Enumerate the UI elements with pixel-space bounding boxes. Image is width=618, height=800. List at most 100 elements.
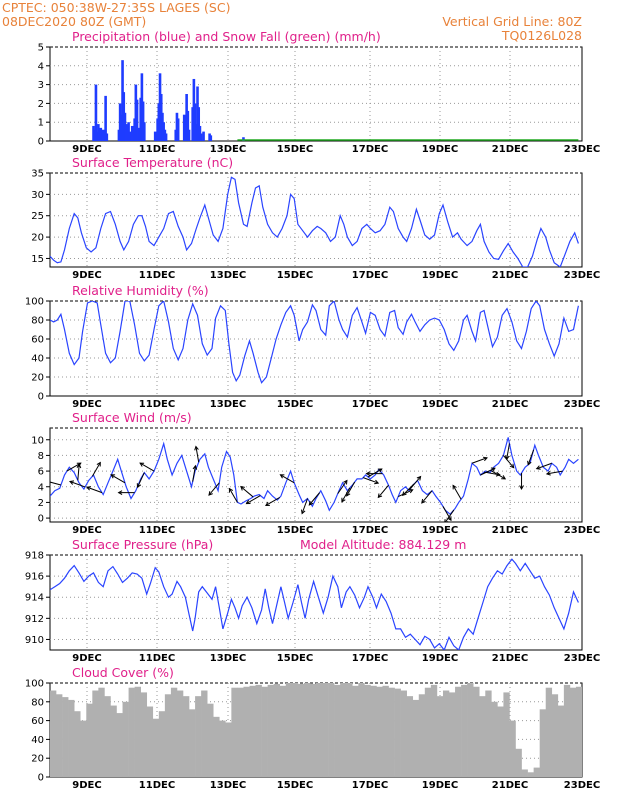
wind-arrow-shaft (536, 462, 552, 470)
cloud-bar (201, 690, 208, 777)
y-tick-label: 0 (38, 514, 44, 525)
wind-arrow-shaft (346, 481, 356, 497)
wind-arrow-head (194, 445, 199, 451)
precip-bar (97, 124, 100, 141)
cloud-bar (358, 683, 365, 777)
y-tick-label: 918 (25, 551, 44, 562)
wind-arrow-head (527, 460, 532, 466)
precip-bar (153, 131, 157, 141)
cloud-bar (449, 692, 456, 777)
cloud-bar (134, 686, 141, 777)
precip-bar (130, 125, 134, 141)
date-tick-label: 23DEC (564, 270, 600, 281)
cloud-bar (297, 683, 305, 777)
wind-arrow-head (139, 462, 145, 467)
wind-arrow-head (504, 455, 510, 461)
cloud-bar (424, 687, 432, 777)
cloud-bar (491, 701, 498, 777)
y-tick-label: 4 (38, 482, 44, 493)
cloud-bar (146, 706, 154, 777)
wind-arrow-shaft (246, 495, 261, 504)
cloud-bar (322, 683, 329, 777)
y-tick-label: 0 (38, 773, 44, 784)
y-tick-label: 3 (38, 80, 44, 91)
precip-bar (101, 129, 105, 141)
precip-bar (105, 133, 109, 141)
y-tick-label: 100 (25, 679, 44, 690)
y-tick-label: 80 (31, 316, 44, 327)
cloud-bar (461, 684, 468, 777)
date-tick-label: 15DEC (277, 270, 313, 281)
cloud-bar (104, 696, 111, 777)
date-tick-label: 17DEC (352, 270, 388, 281)
wind-arrow-shaft (471, 457, 488, 464)
y-tick-label: 30 (31, 190, 44, 201)
cloud-bar (515, 748, 522, 777)
wind-arrow-head (45, 480, 49, 484)
date-tick-label: 9DEC (72, 653, 101, 664)
cloud-bar (497, 706, 504, 777)
wind-arrow-head (452, 484, 457, 490)
date-tick-label: 13DEC (210, 399, 246, 410)
cloud-bar (418, 694, 426, 777)
y-tick-label: 914 (25, 593, 44, 604)
panel-title: Surface Temperature (nC) (72, 155, 233, 170)
y-tick-label: 25 (31, 211, 44, 222)
cloud-bar (545, 687, 553, 777)
date-tick-label: 19DEC (422, 653, 458, 664)
precip-bar (143, 122, 146, 141)
wind-arrow-head (509, 463, 515, 469)
wind-arrow-head (341, 497, 346, 503)
y-tick-label: 40 (31, 354, 44, 365)
cloud-bar (364, 684, 371, 777)
wind-arrow-shaft (362, 477, 379, 484)
wind-arrow-head (377, 468, 383, 473)
cloud-bar (569, 687, 577, 777)
y-tick-label: 0 (38, 392, 44, 403)
precip-bar (176, 118, 180, 141)
date-tick-label: 21DEC (492, 270, 528, 281)
cloud-bar (231, 687, 238, 777)
plot-layer (50, 683, 582, 777)
panel-title: Relative Humidity (%) (72, 283, 209, 298)
y-tick-label: 5 (38, 43, 44, 54)
cloud-bar (285, 683, 293, 777)
wind-arrow-head (408, 489, 414, 494)
cloud-bar (195, 696, 202, 777)
wind-arrow-head (110, 474, 116, 479)
date-tick-label: 15DEC (277, 780, 313, 791)
cloud-bar (219, 720, 226, 777)
wind-arrow-shaft (69, 481, 86, 488)
panel-title: Precipitation (blue) and Snow Fall (gree… (72, 29, 381, 44)
wind-arrow-shaft (86, 486, 103, 494)
precip-bar (199, 133, 203, 141)
date-tick-label: 19DEC (422, 525, 458, 536)
cloud-bar (394, 688, 401, 777)
panel-2: 9DEC 11DEC 13DEC 15DEC 17DEC 19DEC 21DEC 23DEC 0… (25, 283, 600, 410)
wind-arrow-shaft (77, 464, 80, 481)
date-tick-label: 23DEC (564, 399, 600, 410)
wind-arrow-head (228, 487, 234, 493)
cloud-bar (309, 683, 317, 777)
cloud-bar (255, 684, 262, 777)
cloud-bar (412, 699, 420, 777)
date-tick-label: 11DEC (139, 144, 175, 155)
wind-arrow-shaft (546, 470, 563, 475)
date-tick-label: 13DEC (210, 144, 246, 155)
cloud-bar (388, 687, 395, 777)
y-tick-label: 912 (25, 614, 44, 625)
plot-layer (50, 176, 579, 267)
date-tick-label: 11DEC (139, 525, 175, 536)
y-tick-label: 4 (38, 61, 44, 72)
wind-arrow-head (76, 463, 82, 469)
plot-layer (50, 301, 579, 384)
cloud-bar (164, 694, 172, 777)
wind-arrow-head (245, 499, 251, 505)
wind-arrow-shaft (480, 467, 496, 476)
wind-arrow-head (501, 475, 507, 480)
wind-arrow-head (96, 461, 101, 467)
date-tick-label: 19DEC (422, 399, 458, 410)
wind-arrow-shaft (91, 462, 101, 477)
wind-arrow-head (279, 474, 285, 479)
wind-arrow-shaft (192, 465, 196, 482)
